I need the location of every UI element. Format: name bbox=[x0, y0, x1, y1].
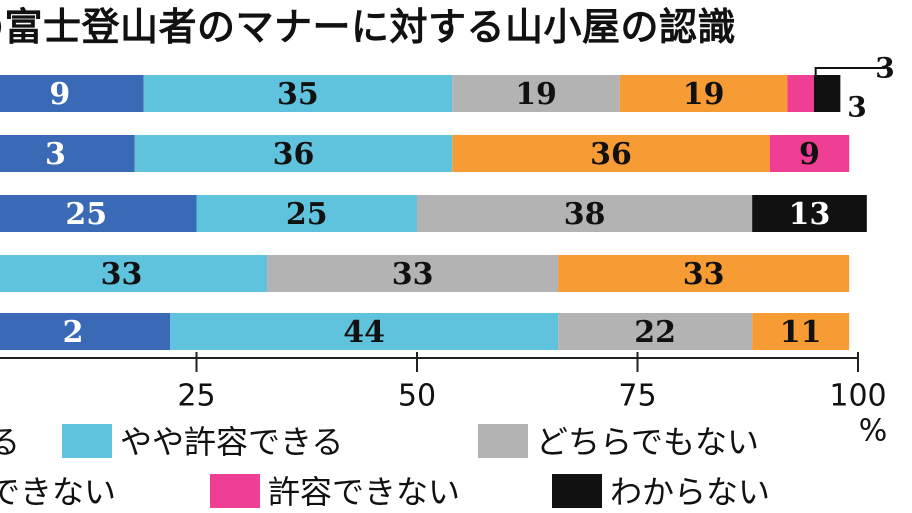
legend-label: できない bbox=[0, 473, 116, 511]
data-label: 25 bbox=[65, 197, 107, 232]
legend-label: 許容できない bbox=[268, 473, 460, 511]
data-label: 44 bbox=[343, 315, 385, 350]
callout-label: 3 bbox=[847, 91, 866, 124]
x-tick-label: 100 bbox=[829, 379, 886, 414]
data-label: 2 bbox=[63, 315, 84, 350]
legend-swatch bbox=[552, 474, 602, 508]
bar-segment bbox=[0, 75, 144, 112]
bar-segment bbox=[0, 255, 268, 292]
callout-label: 3 bbox=[875, 52, 894, 85]
data-label: 19 bbox=[515, 77, 557, 112]
data-label: 33 bbox=[101, 257, 143, 292]
data-label: 33 bbox=[392, 257, 434, 292]
x-tick-label: 50 bbox=[398, 379, 436, 414]
legend-label: わからない bbox=[610, 473, 770, 511]
bar-segment bbox=[0, 313, 171, 350]
bar-segment bbox=[0, 135, 135, 172]
x-tick-label: 25 bbox=[177, 379, 215, 414]
data-label: 11 bbox=[780, 315, 822, 350]
bar-segment bbox=[813, 75, 841, 112]
bar-segment bbox=[134, 135, 453, 172]
bar-segment bbox=[752, 313, 850, 350]
bar-segment bbox=[787, 75, 814, 112]
bar-segment bbox=[558, 255, 850, 292]
data-label: 36 bbox=[273, 137, 315, 172]
bar-segment bbox=[417, 195, 753, 232]
bar-segment bbox=[752, 195, 867, 232]
x-tick-label: 75 bbox=[618, 379, 656, 414]
data-label: 13 bbox=[789, 197, 831, 232]
bar-segment bbox=[452, 75, 620, 112]
callout-line bbox=[814, 67, 886, 93]
legend-swatch bbox=[62, 424, 112, 458]
data-label: 35 bbox=[277, 77, 319, 112]
data-label: 38 bbox=[564, 197, 606, 232]
bar-segment bbox=[170, 313, 559, 350]
legend-swatch bbox=[478, 424, 528, 458]
data-label: 25 bbox=[286, 197, 328, 232]
x-unit-label: % bbox=[859, 414, 888, 449]
legend-label: る bbox=[0, 423, 20, 461]
data-label: 19 bbox=[683, 77, 725, 112]
data-label: 36 bbox=[590, 137, 632, 172]
bar-segment bbox=[452, 135, 770, 172]
legend-label: どちらでもない bbox=[536, 423, 759, 461]
chart-title: の富士登山者のマナーに対する山小屋の認識 bbox=[0, 5, 737, 49]
data-label: 9 bbox=[799, 137, 820, 172]
bar-segment bbox=[619, 75, 788, 112]
bar-segment bbox=[267, 255, 559, 292]
data-label: 33 bbox=[683, 257, 725, 292]
x-axis: 25 50 75 100% bbox=[0, 352, 887, 449]
bar-segment bbox=[769, 135, 850, 172]
legend-swatch bbox=[210, 474, 260, 508]
legend-label: やや許容できる bbox=[120, 423, 343, 461]
bar-segment bbox=[558, 313, 753, 350]
bar-segment bbox=[0, 195, 197, 232]
bar-segment bbox=[196, 195, 417, 232]
data-label: 3 bbox=[45, 137, 66, 172]
data-label: 22 bbox=[634, 315, 676, 350]
bars-layer bbox=[0, 75, 867, 350]
data-label: 9 bbox=[49, 77, 70, 112]
bar-segment bbox=[143, 75, 453, 112]
